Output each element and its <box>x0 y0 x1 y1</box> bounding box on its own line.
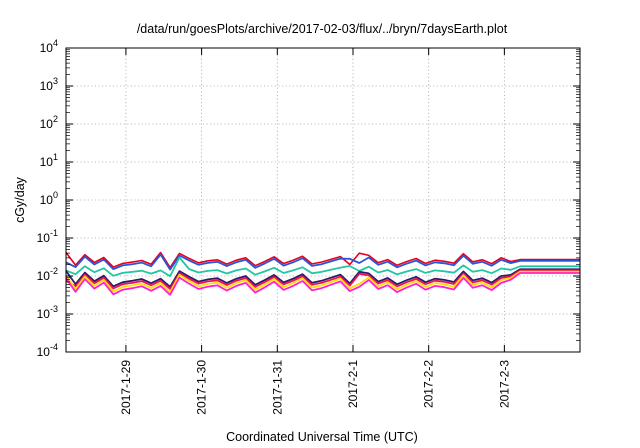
x-tick-label: 2017-1-30 <box>195 360 209 415</box>
y-tick-label-base: 10 <box>37 345 51 359</box>
y-tick-label: 101 <box>40 152 58 169</box>
grid <box>66 48 580 352</box>
series-line-7 <box>65 272 580 296</box>
y-tick-label-exponent: 0 <box>53 190 58 200</box>
y-tick-label-exponent: 3 <box>53 76 58 86</box>
series-line-3 <box>65 256 580 278</box>
y-tick-label-exponent: 2 <box>53 114 58 124</box>
y-tick-label-exponent: -2 <box>50 266 58 276</box>
x-tick-label: 2017-1-31 <box>270 360 284 415</box>
y-tick-label-base: 10 <box>40 155 54 169</box>
y-tick-label-base: 10 <box>37 269 51 283</box>
y-tick-label: 104 <box>40 38 58 55</box>
y-tick-label: 103 <box>40 76 58 93</box>
x-tick-label: 2017-2-1 <box>346 360 360 408</box>
chart-title: /data/run/goesPlots/archive/2017-02-03/f… <box>137 22 508 36</box>
y-tick-label: 100 <box>40 190 58 207</box>
series-line-4 <box>65 268 580 288</box>
y-tick-label-base: 10 <box>40 79 54 93</box>
x-axis-label: Coordinated Universal Time (UTC) <box>226 430 418 444</box>
series-line-2 <box>65 253 580 271</box>
plot-frame <box>65 47 581 353</box>
y-tick-label-base: 10 <box>40 41 54 55</box>
y-tick-label-exponent: -1 <box>50 228 58 238</box>
y-tick-label-base: 10 <box>37 307 51 321</box>
y-tick-label: 10-2 <box>37 266 58 283</box>
y-tick-label: 102 <box>40 114 58 131</box>
y-tick-label: 10-1 <box>37 228 58 245</box>
y-tick-label-exponent: 4 <box>53 38 58 48</box>
x-tick-label: 2017-2-3 <box>497 360 511 408</box>
y-tick-label-exponent: -3 <box>50 304 58 314</box>
x-tick-label: 2017-2-2 <box>422 360 436 408</box>
series-line-6 <box>65 270 580 294</box>
y-tick-label-base: 10 <box>40 193 54 207</box>
y-tick-label-base: 10 <box>40 117 54 131</box>
y-tick-label-base: 10 <box>37 231 51 245</box>
y-tick-label: 10-3 <box>37 304 58 321</box>
x-tick-label: 2017-1-29 <box>119 360 133 415</box>
y-tick-label-exponent: 1 <box>53 152 58 162</box>
y-tick-label-exponent: -4 <box>50 342 58 352</box>
y-tick-label: 10-4 <box>37 342 58 359</box>
series-line-1 <box>65 251 580 269</box>
series-line-5 <box>65 269 580 290</box>
x-axis: 2017-1-29 2017-1-30 2017-1-31 2017-2-1 2017-… <box>119 48 511 415</box>
y-axis-label: cGy/day <box>13 176 27 223</box>
series-group <box>65 251 580 296</box>
